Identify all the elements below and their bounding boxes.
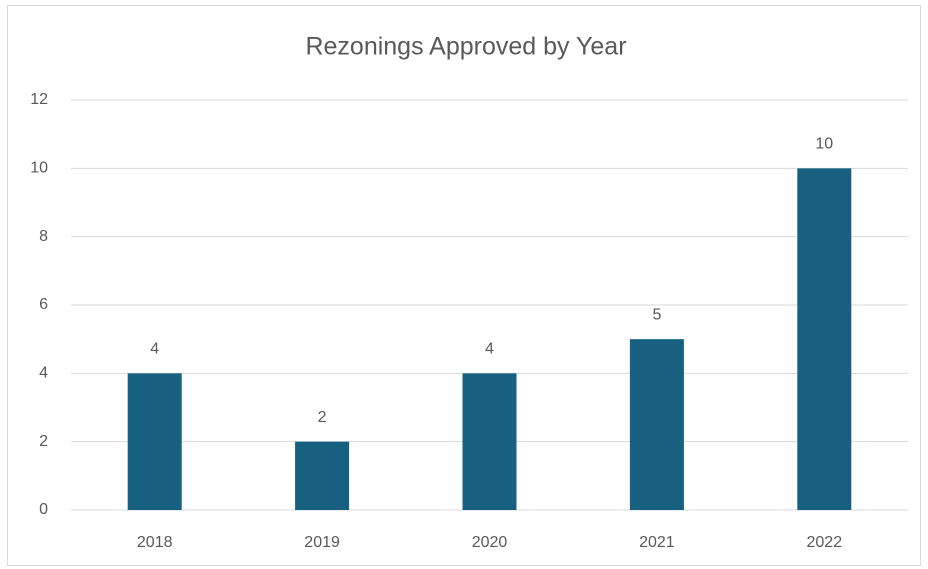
bar xyxy=(629,339,684,510)
y-tick-label: 8 xyxy=(39,228,48,245)
bar xyxy=(295,441,350,510)
x-tick-label: 2022 xyxy=(807,534,843,551)
bar xyxy=(797,168,852,511)
y-tick-label: 10 xyxy=(30,160,48,177)
y-tick-label: 2 xyxy=(39,433,48,450)
data-label: 5 xyxy=(652,306,661,323)
data-label: 4 xyxy=(150,341,159,358)
x-tick-label: 2021 xyxy=(639,534,675,551)
y-tick-label: 4 xyxy=(39,365,48,382)
y-tick-label: 12 xyxy=(30,91,48,108)
bar xyxy=(462,373,517,510)
x-tick-label: 2018 xyxy=(137,534,173,551)
x-tick-label: 2019 xyxy=(304,534,340,551)
y-tick-label: 0 xyxy=(39,501,48,518)
data-label: 10 xyxy=(815,136,833,153)
data-label: 2 xyxy=(318,409,327,426)
y-tick-label: 6 xyxy=(39,296,48,313)
chart-title: Rezonings Approved by Year xyxy=(305,33,626,61)
bar xyxy=(127,373,182,510)
x-tick-label: 2020 xyxy=(472,534,508,551)
data-label: 4 xyxy=(485,341,494,358)
